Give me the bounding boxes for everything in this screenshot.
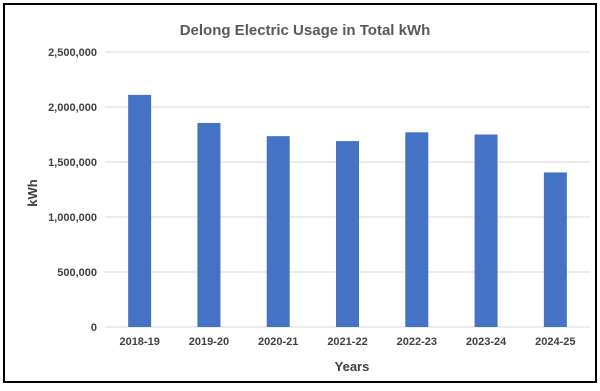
chart-frame: Delong Electric Usage in Total kWh 0 500,… (3, 3, 597, 383)
x-tick-label: 2020-21 (258, 336, 298, 348)
bar (197, 122, 221, 327)
y-tick-label: 1,500,000 (48, 157, 97, 169)
y-tick-labels: 0 500,000 1,000,000 1,500,000 2,000,000 2,500… (48, 47, 97, 334)
x-tick-label: 2019-20 (189, 336, 229, 348)
y-tick-label: 1,000,000 (48, 212, 97, 224)
bars (128, 94, 567, 328)
bar (336, 141, 359, 327)
x-axis-title: Years (335, 359, 370, 374)
bar-chart: Delong Electric Usage in Total kWh 0 500,… (25, 22, 590, 374)
x-tick-label: 2018-19 (119, 336, 159, 348)
x-tick-label: 2023-24 (466, 336, 507, 348)
bar (405, 132, 429, 327)
y-tick-label: 0 (91, 322, 97, 334)
x-tick-label: 2021-22 (327, 336, 367, 348)
x-tick-label: 2022-23 (397, 336, 437, 348)
bar (474, 134, 498, 327)
y-tick-label: 2,000,000 (48, 102, 97, 114)
bar (128, 94, 152, 328)
y-axis-title: kWh (25, 179, 40, 207)
x-tick-label: 2024-25 (535, 336, 575, 348)
y-tick-label: 500,000 (57, 267, 97, 279)
bar (543, 172, 567, 327)
x-tick-labels: 2018-19 2019-20 2020-21 2021-22 2022-23 2023-… (119, 336, 575, 348)
bar (266, 136, 290, 327)
chart-title: Delong Electric Usage in Total kWh (180, 22, 431, 39)
y-tick-label: 2,500,000 (48, 47, 97, 59)
